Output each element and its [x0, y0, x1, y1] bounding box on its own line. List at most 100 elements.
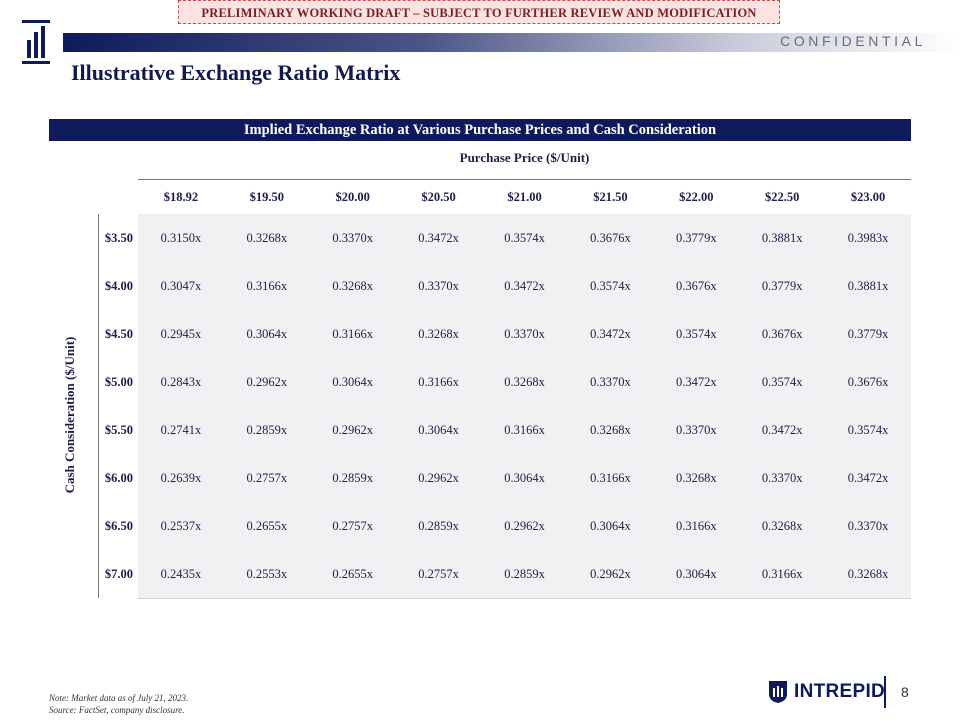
exchange-ratio-cell: 0.3472x: [504, 279, 545, 293]
table-row: 0.3150x 0.3268x 0.3370x 0.3472x 0.3574x 0.367…: [138, 214, 911, 262]
exchange-ratio-cell: 0.3064x: [590, 519, 631, 533]
exchange-ratio-cell: 0.2962x: [418, 471, 459, 485]
exchange-ratio-cell: 0.3268x: [847, 567, 889, 581]
exchange-ratio-cell: 0.3370x: [590, 375, 631, 389]
table-row: 0.2537x 0.2655x 0.2757x 0.2859x 0.2962x 0.306…: [138, 502, 911, 550]
exchange-ratio-cell: 0.2962x: [504, 519, 545, 533]
exchange-ratio-cell: 0.2962x: [590, 567, 631, 581]
confidential-label: CONFIDENTIAL: [780, 33, 926, 49]
exchange-ratio-cell: 0.2655x: [246, 519, 288, 533]
footnotes: Note: Market data as of July 21, 2023. S…: [49, 692, 188, 716]
table-row: 0.2945x 0.3064x 0.3166x 0.3268x 0.3370x 0.347…: [138, 310, 911, 358]
exchange-ratio-cell: 0.3268x: [761, 519, 803, 533]
exchange-ratio-cell: 0.3268x: [590, 423, 631, 437]
table-row: 0.2639x 0.2757x 0.2859x 0.2962x 0.3064x 0.316…: [138, 454, 911, 502]
exchange-ratio-cell: 0.3472x: [675, 375, 717, 389]
purchase-price-header: $19.50: [249, 190, 285, 204]
exchange-ratio-cell: 0.2757x: [418, 567, 459, 581]
exchange-ratio-cell: 0.3166x: [761, 567, 803, 581]
brand: INTREPID: [768, 678, 885, 706]
exchange-ratio-cell: 0.3574x: [504, 231, 545, 245]
exchange-ratio-cell: 0.3370x: [675, 423, 717, 437]
exchange-ratio-cell: 0.3676x: [847, 375, 889, 389]
exchange-ratio-cell: 0.3676x: [761, 327, 803, 341]
table-row: 0.2435x 0.2553x 0.2655x 0.2757x 0.2859x 0.296…: [138, 550, 911, 598]
exchange-ratio-cell: 0.3676x: [590, 231, 631, 245]
cash-consideration-value: $4.00: [104, 279, 133, 293]
exchange-ratio-cell: 0.2945x: [160, 327, 202, 341]
exchange-ratio-matrix: 0.3150x 0.3268x 0.3370x 0.3472x 0.3574x 0.367…: [138, 214, 911, 599]
purchase-price-header: $22.00: [679, 190, 714, 204]
exchange-ratio-cell: 0.2757x: [246, 471, 288, 485]
exchange-ratio-cell: 0.3370x: [418, 279, 459, 293]
exchange-ratio-cell: 0.3574x: [590, 279, 631, 293]
exchange-ratio-cell: 0.3166x: [675, 519, 717, 533]
exchange-ratio-cell: 0.2757x: [332, 519, 374, 533]
footnote-note: Note: Market data as of July 21, 2023.: [49, 693, 189, 703]
company-logo-icon: [22, 20, 50, 64]
exchange-ratio-cell: 0.3064x: [504, 471, 545, 485]
cash-consideration-value: $6.50: [104, 519, 133, 533]
exchange-ratio-cell: 0.3472x: [761, 423, 803, 437]
cash-consideration-value: $5.00: [104, 375, 133, 389]
exchange-ratio-cell: 0.3166x: [246, 279, 288, 293]
exchange-ratio-cell: 0.3779x: [847, 327, 889, 341]
cash-consideration-label: Cash Consideration ($/Unit): [62, 336, 77, 494]
exchange-ratio-cell: 0.3166x: [504, 423, 545, 437]
exchange-ratio-cell: 0.3166x: [332, 327, 374, 341]
exchange-ratio-cell: 0.2553x: [246, 567, 288, 581]
exchange-ratio-cell: 0.3370x: [332, 231, 374, 245]
exchange-ratio-cell: 0.3881x: [847, 279, 889, 293]
exchange-ratio-cell: 0.3064x: [418, 423, 459, 437]
exchange-ratio-cell: 0.3047x: [160, 279, 202, 293]
exchange-ratio-cell: 0.2741x: [160, 423, 202, 437]
cash-consideration-column: $3.50 $4.00 $4.50 $5.00 $5.50 $6.00 $6.50 $7.00: [98, 214, 139, 598]
exchange-ratio-cell: 0.2962x: [246, 375, 288, 389]
cash-consideration-value: $7.00: [104, 567, 133, 581]
cash-consideration-axis: Cash Consideration ($/Unit): [60, 230, 80, 600]
exchange-ratio-cell: 0.3574x: [675, 327, 717, 341]
exchange-ratio-cell: 0.3268x: [418, 327, 459, 341]
exchange-ratio-cell: 0.3166x: [418, 375, 459, 389]
exchange-ratio-cell: 0.3676x: [675, 279, 717, 293]
purchase-price-header: $18.92: [163, 190, 199, 204]
purchase-price-header: $20.00: [335, 190, 370, 204]
exchange-ratio-cell: 0.2859x: [246, 423, 288, 437]
table-row: 0.2843x 0.2962x 0.3064x 0.3166x 0.3268x 0.337…: [138, 358, 911, 406]
cash-consideration-value: $5.50: [104, 423, 133, 437]
exchange-ratio-cell: 0.3779x: [675, 231, 717, 245]
exchange-ratio-cell: 0.3166x: [590, 471, 631, 485]
exchange-ratio-cell: 0.3370x: [761, 471, 803, 485]
exchange-ratio-cell: 0.3983x: [847, 231, 889, 245]
purchase-price-header: $21.50: [593, 190, 628, 204]
draft-banner: PRELIMINARY WORKING DRAFT – SUBJECT TO F…: [178, 0, 780, 24]
exchange-ratio-cell: 0.3472x: [418, 231, 459, 245]
purchase-price-header: $21.00: [507, 190, 542, 204]
purchase-price-label: Purchase Price ($/Unit): [459, 150, 590, 165]
intrepid-shield-logo-icon: [769, 681, 787, 703]
table-row: 0.2741x 0.2859x 0.2962x 0.3064x 0.3166x 0.326…: [138, 406, 911, 454]
exchange-ratio-cell: 0.3881x: [761, 231, 803, 245]
exchange-ratio-cell: 0.3268x: [332, 279, 374, 293]
exchange-ratio-cell: 0.3064x: [332, 375, 374, 389]
exchange-ratio-cell: 0.2962x: [332, 423, 374, 437]
brand-divider: [884, 676, 886, 708]
cash-consideration-value: $6.00: [104, 471, 133, 485]
page-title: Illustrative Exchange Ratio Matrix: [71, 60, 401, 85]
exchange-ratio-cell: 0.2843x: [160, 375, 202, 389]
exchange-ratio-cell: 0.3268x: [675, 471, 717, 485]
exchange-ratio-cell: 0.3268x: [504, 375, 545, 389]
exchange-ratio-cell: 0.2859x: [332, 471, 374, 485]
exchange-ratio-cell: 0.3370x: [504, 327, 545, 341]
brand-name: INTREPID: [794, 681, 886, 702]
cash-consideration-value: $4.50: [104, 327, 133, 341]
exchange-ratio-cell: 0.3268x: [246, 231, 288, 245]
purchase-price-header: $22.50: [764, 190, 800, 204]
cash-consideration-value: $3.50: [104, 231, 133, 245]
footnote-source: Source: FactSet, company disclosure.: [49, 705, 185, 715]
exchange-ratio-cell: 0.2655x: [332, 567, 374, 581]
exchange-ratio-cell: 0.2859x: [504, 567, 545, 581]
exchange-ratio-cell: 0.2435x: [160, 567, 202, 581]
exchange-ratio-cell: 0.3150x: [160, 231, 202, 245]
purchase-price-header-row: $18.92 $19.50 $20.00 $20.50 $21.00 $21.50 $22.…: [138, 179, 911, 216]
